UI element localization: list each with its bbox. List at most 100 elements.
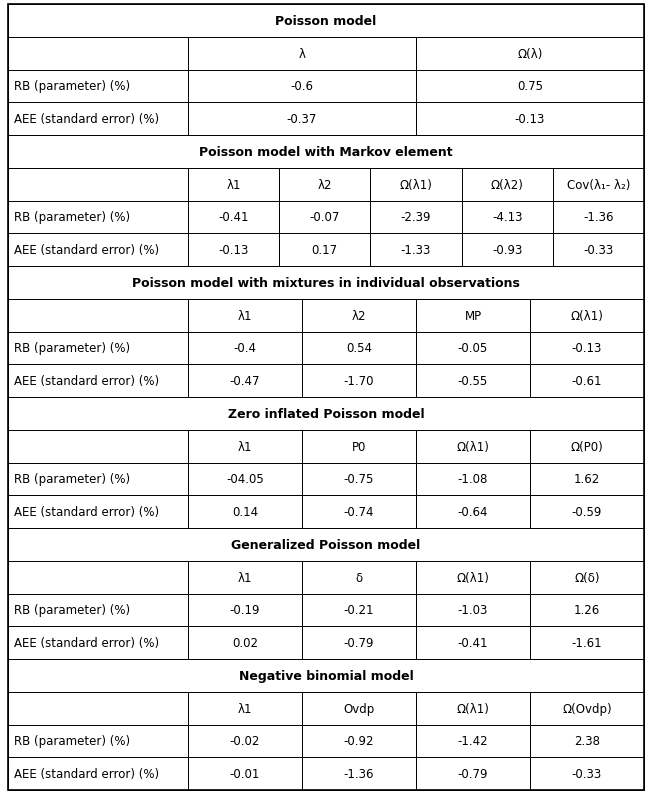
Bar [530, 626, 644, 659]
Bar [370, 201, 462, 234]
Text: -0.61: -0.61 [572, 375, 602, 387]
Text: -1.08: -1.08 [458, 473, 488, 486]
Bar [188, 201, 279, 234]
Bar [302, 430, 416, 463]
Bar [416, 626, 530, 659]
Bar [8, 398, 644, 430]
Text: -0.92: -0.92 [344, 735, 374, 747]
Text: -0.55: -0.55 [458, 375, 488, 387]
Text: -0.21: -0.21 [344, 604, 374, 617]
Text: AEE (standard error) (%): AEE (standard error) (%) [14, 244, 159, 257]
Text: λ1: λ1 [238, 310, 252, 322]
Bar [8, 496, 188, 529]
Text: -0.13: -0.13 [572, 342, 602, 355]
Text: λ1: λ1 [226, 178, 241, 192]
Text: Poisson model with mixtures in individual observations: Poisson model with mixtures in individua… [132, 277, 520, 290]
Text: -2.39: -2.39 [401, 211, 431, 224]
Bar [188, 103, 416, 136]
Text: 1.26: 1.26 [574, 604, 600, 617]
Text: λ1: λ1 [238, 702, 252, 715]
Text: 2.38: 2.38 [574, 735, 600, 747]
Text: AEE (standard error) (%): AEE (standard error) (%) [14, 636, 159, 650]
Text: -0.37: -0.37 [287, 113, 317, 126]
Text: -1.36: -1.36 [344, 768, 374, 780]
Text: RB (parameter) (%): RB (parameter) (%) [14, 342, 130, 355]
Bar [302, 365, 416, 398]
Bar [530, 463, 644, 496]
Text: -0.01: -0.01 [230, 768, 260, 780]
Bar [8, 38, 188, 71]
Bar [8, 136, 644, 168]
Text: -1.70: -1.70 [344, 375, 374, 387]
Bar [553, 234, 644, 267]
Bar [302, 332, 416, 365]
Text: -1.61: -1.61 [572, 636, 602, 650]
Bar [188, 365, 302, 398]
Text: 0.17: 0.17 [312, 244, 338, 257]
Bar [8, 103, 188, 136]
Text: RB (parameter) (%): RB (parameter) (%) [14, 735, 130, 747]
Bar [8, 299, 188, 332]
Text: -0.4: -0.4 [233, 342, 256, 355]
Text: -0.79: -0.79 [458, 768, 488, 780]
Bar [302, 593, 416, 626]
Text: -0.13: -0.13 [218, 244, 249, 257]
Bar [8, 626, 188, 659]
Bar [416, 724, 530, 757]
Bar [302, 561, 416, 593]
Bar [188, 299, 302, 332]
Bar [8, 561, 188, 593]
Text: -1.03: -1.03 [458, 604, 488, 617]
Bar [302, 496, 416, 529]
Text: Cov(λ₁- λ₂): Cov(λ₁- λ₂) [567, 178, 630, 192]
Bar [8, 659, 644, 692]
Bar [188, 593, 302, 626]
Text: Ω(δ): Ω(δ) [574, 571, 600, 584]
Text: RB (parameter) (%): RB (parameter) (%) [14, 473, 130, 486]
Bar [416, 332, 530, 365]
Bar [530, 757, 644, 790]
Text: -0.41: -0.41 [218, 211, 249, 224]
Bar [188, 692, 302, 724]
Bar [188, 71, 416, 103]
Bar [416, 71, 644, 103]
Bar [279, 234, 370, 267]
Bar [279, 168, 370, 201]
Bar [8, 593, 188, 626]
Bar [416, 692, 530, 724]
Text: -0.74: -0.74 [344, 505, 374, 518]
Bar [8, 692, 188, 724]
Text: Ω(λ1): Ω(λ1) [456, 440, 490, 453]
Text: 0.14: 0.14 [232, 505, 258, 518]
Text: -0.93: -0.93 [492, 244, 522, 257]
Bar [416, 299, 530, 332]
Text: Negative binomial model: Negative binomial model [239, 669, 413, 682]
Bar [8, 724, 188, 757]
Text: AEE (standard error) (%): AEE (standard error) (%) [14, 375, 159, 387]
Text: Zero inflated Poisson model: Zero inflated Poisson model [228, 407, 424, 420]
Bar [462, 234, 553, 267]
Bar [416, 103, 644, 136]
Bar [530, 593, 644, 626]
Bar [530, 332, 644, 365]
Bar [8, 463, 188, 496]
Bar [188, 430, 302, 463]
Bar [416, 561, 530, 593]
Text: -0.64: -0.64 [458, 505, 488, 518]
Text: -0.79: -0.79 [344, 636, 374, 650]
Bar [8, 529, 644, 561]
Bar [188, 463, 302, 496]
Bar [8, 234, 188, 267]
Bar [188, 561, 302, 593]
Bar [416, 463, 530, 496]
Text: λ1: λ1 [238, 571, 252, 584]
Text: Ω(λ1): Ω(λ1) [456, 702, 490, 715]
Text: -0.6: -0.6 [291, 80, 314, 93]
Bar [530, 365, 644, 398]
Text: 0.02: 0.02 [232, 636, 258, 650]
Bar [8, 168, 188, 201]
Bar [302, 757, 416, 790]
Bar [188, 234, 279, 267]
Bar [8, 267, 644, 299]
Text: Ω(λ1): Ω(λ1) [570, 310, 604, 322]
